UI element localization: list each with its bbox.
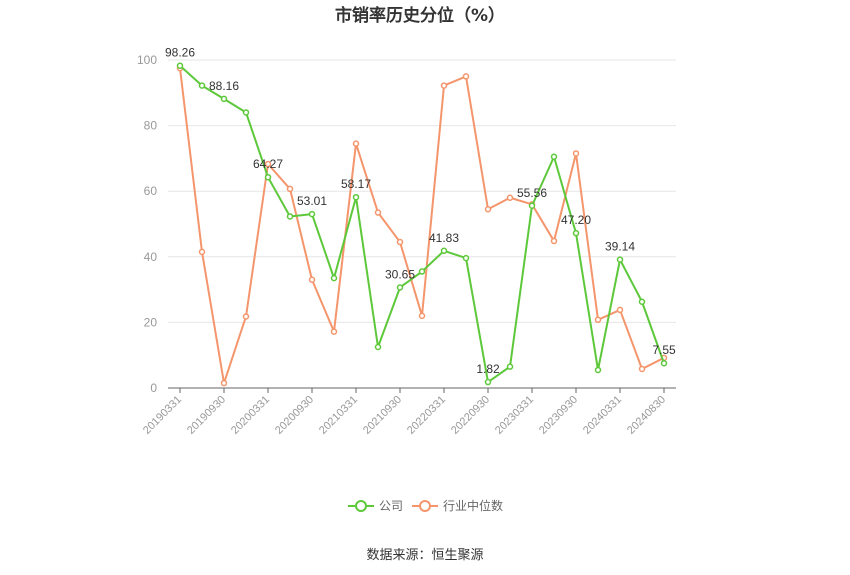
- data-point-company[interactable]: [374, 343, 382, 351]
- data-label: 39.14: [605, 240, 635, 254]
- data-point-industry-median[interactable]: [506, 194, 514, 202]
- x-tick-label: 20210930: [361, 394, 404, 437]
- x-tick-label: 20230331: [493, 394, 536, 437]
- y-tick-label: 60: [144, 184, 158, 198]
- data-label: 1.82: [476, 362, 500, 376]
- x-axis: 20190331 20190930 20200331 20200930 20210331…: [141, 387, 676, 437]
- data-point-company[interactable]: [242, 109, 250, 116]
- x-tick-label: 20210331: [317, 394, 360, 437]
- data-point-industry-median[interactable]: [616, 306, 624, 314]
- data-point-company[interactable]: [418, 268, 426, 275]
- x-tick-label: 20190331: [141, 394, 184, 437]
- data-point-industry-median[interactable]: [484, 205, 492, 213]
- data-point-industry-median[interactable]: [198, 248, 206, 256]
- data-label: 7.55: [652, 343, 676, 357]
- y-tick-label: 100: [137, 53, 157, 67]
- data-label: 64.27: [253, 157, 283, 171]
- legend-marker-industry-median: [419, 500, 431, 512]
- data-point-company[interactable]: [286, 213, 294, 220]
- data-point-company[interactable]: [638, 298, 646, 305]
- data-point-company[interactable]: [264, 173, 272, 181]
- data-point-company[interactable]: [550, 153, 558, 161]
- data-label: 88.16: [209, 79, 239, 93]
- legend-label-company: 公司: [379, 499, 403, 513]
- data-label: 53.01: [297, 194, 327, 208]
- data-point-company[interactable]: [484, 378, 492, 386]
- data-point-industry-median[interactable]: [638, 365, 646, 373]
- series-line-industry-median: [179, 68, 665, 385]
- data-point-industry-median[interactable]: [264, 160, 272, 168]
- x-tick-label: 20240830: [625, 394, 668, 437]
- x-tick-label: 20200331: [229, 394, 272, 437]
- data-label: 47.20: [561, 213, 591, 227]
- data-point-industry-median[interactable]: [352, 140, 360, 147]
- data-point-company[interactable]: [506, 363, 514, 370]
- data-point-company[interactable]: [176, 62, 184, 69]
- data-label: 41.83: [429, 231, 459, 245]
- legend: 公司 行业中位数: [348, 498, 503, 513]
- data-point-company[interactable]: [308, 210, 316, 218]
- data-label: 58.17: [341, 177, 371, 191]
- y-tick-label: 80: [144, 119, 158, 133]
- data-point-industry-median[interactable]: [418, 312, 426, 320]
- data-point-industry-median[interactable]: [220, 379, 228, 387]
- data-point-industry-median[interactable]: [286, 185, 294, 193]
- series-line-company: [179, 64, 665, 384]
- data-point-industry-median[interactable]: [396, 238, 404, 246]
- data-point-industry-median[interactable]: [462, 73, 470, 80]
- y-tick-label: 0: [150, 381, 157, 395]
- data-point-company[interactable]: [660, 359, 668, 367]
- data-point-industry-median[interactable]: [572, 150, 580, 157]
- y-tick-label: 40: [144, 250, 158, 264]
- data-point-company[interactable]: [594, 366, 602, 374]
- y-tick-label: 20: [144, 315, 158, 329]
- legend-marker-company: [355, 500, 367, 512]
- data-label: 30.65: [385, 267, 415, 281]
- data-point-industry-median[interactable]: [550, 237, 558, 245]
- data-point-company[interactable]: [396, 284, 404, 291]
- chart-title: 市销率历史分位（%）: [335, 5, 505, 26]
- x-tick-label: 20200930: [273, 394, 316, 437]
- data-point-industry-median[interactable]: [594, 316, 602, 324]
- data-point-company[interactable]: [462, 254, 470, 262]
- data-point-company[interactable]: [528, 202, 536, 210]
- legend-label-industry-median: 行业中位数: [443, 498, 503, 513]
- y-axis: 0 20 40 60 80 100: [137, 53, 157, 395]
- data-point-industry-median[interactable]: [308, 276, 316, 284]
- data-point-company[interactable]: [352, 193, 360, 201]
- series-group: [176, 62, 668, 387]
- data-point-industry-median[interactable]: [374, 209, 382, 216]
- x-tick-label: 20230930: [537, 394, 580, 437]
- x-tick-label: 20220331: [405, 394, 448, 437]
- data-point-industry-median[interactable]: [330, 328, 338, 335]
- data-point-company[interactable]: [572, 229, 580, 237]
- legend-item-industry-median[interactable]: 行业中位数: [412, 498, 503, 513]
- data-point-company[interactable]: [440, 247, 448, 255]
- data-point-company[interactable]: [330, 274, 338, 282]
- data-label: 98.26: [165, 46, 195, 60]
- x-tick-label: 20220930: [449, 394, 492, 437]
- x-tick-label: 20190930: [185, 394, 228, 437]
- data-point-company[interactable]: [616, 256, 624, 263]
- data-point-company[interactable]: [220, 95, 228, 103]
- grid: [168, 59, 676, 323]
- source-note: 数据来源：恒生聚源: [366, 548, 483, 563]
- data-label: 55.56: [517, 186, 547, 200]
- data-point-industry-median[interactable]: [440, 82, 448, 89]
- data-point-company[interactable]: [198, 82, 206, 89]
- data-labels: 98.26 88.16 64.27 53.01 58.17 30.65 41.83 1.82 5…: [165, 46, 676, 376]
- legend-item-company[interactable]: 公司: [348, 499, 403, 513]
- x-tick-label: 20240331: [581, 394, 624, 437]
- data-point-industry-median[interactable]: [242, 313, 250, 320]
